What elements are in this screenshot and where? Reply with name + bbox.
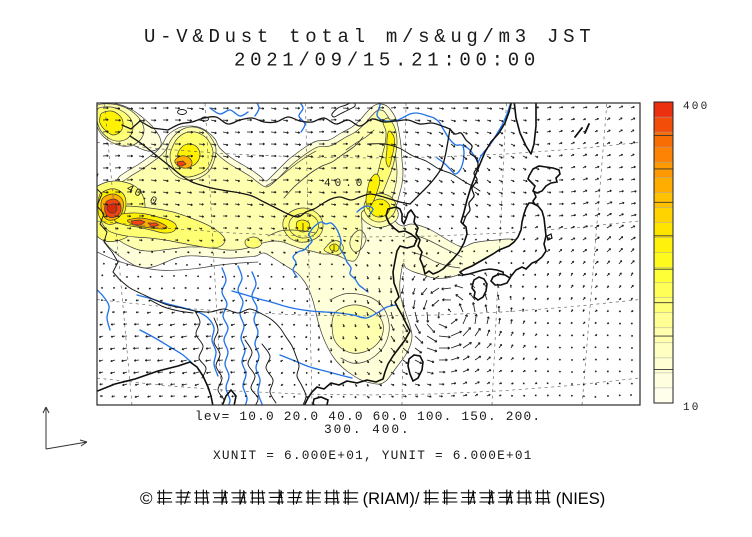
svg-text:2021/09/15.21:00:00: 2021/09/15.21:00:00	[234, 50, 540, 72]
svg-text:10: 10	[683, 402, 701, 414]
svg-text:400: 400	[683, 101, 709, 113]
svg-text:©: ©	[140, 489, 153, 508]
svg-text:(RIAM)/: (RIAM)/	[363, 490, 420, 508]
svg-text:XUNIT = 6.000E+01, YUNIT = 6.0: XUNIT = 6.000E+01, YUNIT = 6.000E+01	[213, 448, 533, 463]
svg-text:40.0: 40.0	[324, 178, 366, 190]
svg-text:lev= 10.0 20.0 40.0 60.0 100.: lev= 10.0 20.0 40.0 60.0 100. 150. 200.	[195, 409, 541, 424]
svg-text:(NIES): (NIES)	[556, 490, 606, 508]
svg-text:300. 400.: 300. 400.	[324, 422, 411, 437]
svg-text:U-V&Dust total m/s&ug/m3 JST: U-V&Dust total m/s&ug/m3 JST	[144, 26, 595, 48]
